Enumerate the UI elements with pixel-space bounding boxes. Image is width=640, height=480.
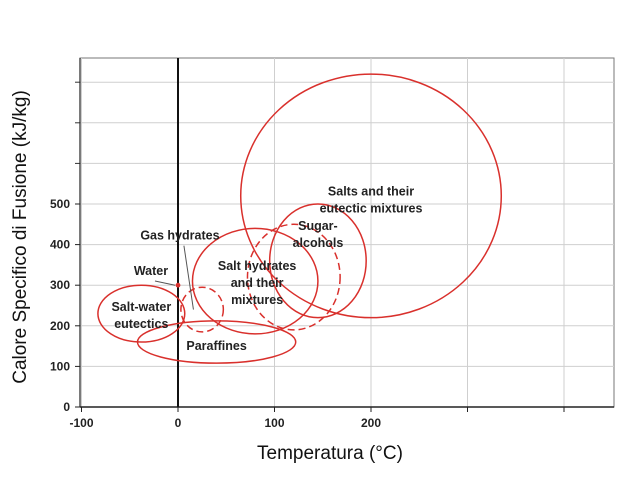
region-label: Paraffines [186, 339, 246, 353]
region-label: eutectic mixtures [320, 201, 423, 215]
leader-line [154, 280, 176, 286]
y-tick-label: 500 [50, 197, 70, 211]
region-label: mixtures [231, 293, 283, 307]
region-ellipse [268, 203, 367, 319]
x-tick-label: 0 [175, 416, 182, 430]
x-axis-title: Temperatura (°C) [257, 443, 403, 464]
region-label: Salts and their [328, 184, 414, 198]
region-label: alcohols [293, 236, 344, 250]
x-tick-label: 200 [361, 416, 381, 430]
region-ellipse [239, 73, 503, 319]
region-label: and their [231, 276, 284, 290]
y-tick-label: 100 [50, 359, 70, 373]
region-label: Water [134, 264, 168, 278]
region-label: Sugar- [298, 219, 338, 233]
region-ellipse [191, 227, 319, 335]
water-point [175, 282, 181, 288]
y-tick-label: 300 [50, 278, 70, 292]
x-tick-label: 100 [264, 416, 284, 430]
leader-line [183, 245, 194, 310]
region-label: Salt hydrates [218, 259, 297, 273]
region-label: Salt-water [111, 300, 171, 314]
y-tick-label: 200 [50, 319, 70, 333]
region-ellipse [180, 286, 225, 333]
region-label: Gas hydrates [140, 229, 219, 243]
x-tick-label: -100 [69, 416, 93, 430]
region-ellipse [136, 320, 297, 364]
region-ellipse [97, 284, 186, 343]
y-axis-title: Calore Specifico di Fusione (kJ/kg) [10, 90, 31, 384]
y-tick-label: 0 [63, 400, 70, 414]
region-ellipse [246, 223, 341, 331]
y-tick-label: 400 [50, 238, 70, 252]
region-label: eutectics [114, 317, 168, 331]
